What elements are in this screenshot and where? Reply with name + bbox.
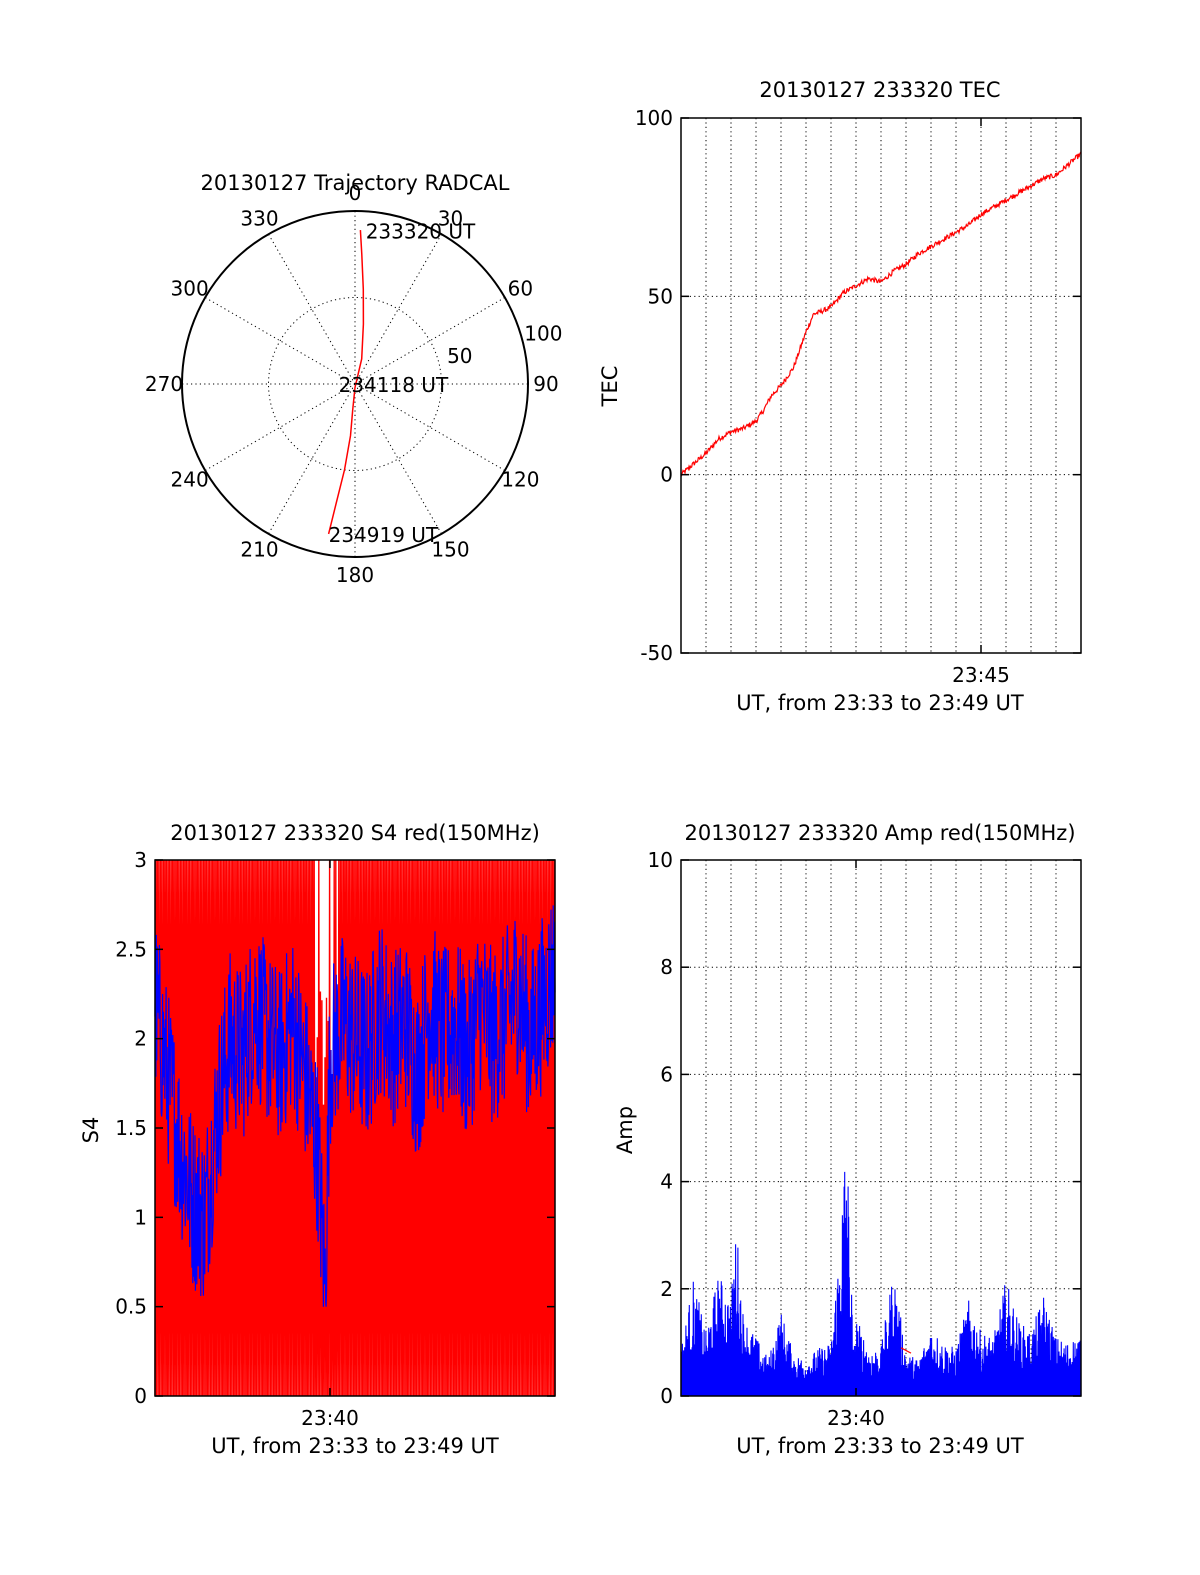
polar-radial-ring	[268, 297, 442, 471]
polar-time-annotation: 234919 UT	[329, 523, 439, 547]
y-tick-label: 10	[648, 848, 673, 872]
y-tick-label: 0	[660, 463, 673, 487]
s4-ticks: 0 0.5 1 1.5 2 2.5 3 23:40	[115, 848, 555, 1430]
polar-spoke	[204, 383, 356, 471]
tec-line	[680, 151, 1082, 477]
amp-xlabel: UT, from 23:33 to 23:49 UT	[736, 1434, 1024, 1458]
x-tick-label: 23:40	[301, 1406, 359, 1430]
tec-ylabel: TEC	[598, 366, 622, 408]
polar-radial-labels: 50 100	[447, 322, 562, 368]
polar-angle-label: 60	[508, 277, 533, 301]
polar-trajectory-line	[327, 230, 365, 535]
polar-grid	[181, 210, 529, 558]
polar-outer-circle	[181, 210, 529, 558]
polar-radial-label: 100	[524, 322, 562, 346]
y-tick-label: 2	[134, 1027, 147, 1051]
y-tick-label: 6	[660, 1062, 673, 1086]
amp-red-line	[900, 1347, 912, 1354]
tec-grid	[681, 118, 1081, 653]
tec-xlabel: UT, from 23:33 to 23:49 UT	[736, 691, 1024, 715]
polar-angle-label: 180	[336, 563, 374, 587]
polar-angle-label: 270	[145, 372, 183, 396]
amp-ticks: 0 2 4 6 8 10 23:40	[648, 848, 1081, 1430]
trajectory-panel: 20130127 Trajectory RADCAL 0 30 60 90 120 150…	[145, 171, 563, 587]
polar-angle-labels: 0 30 60 90 120 150 180 210 240 270 300 330	[145, 181, 559, 587]
amp-panel: 20130127 233320 Amp red(150MHz) 0 2 4 6 8 10 2…	[613, 821, 1082, 1458]
y-tick-label: 8	[660, 955, 673, 979]
y-tick-label: 0	[134, 1384, 147, 1408]
amp-title: 20130127 233320 Amp red(150MHz)	[684, 821, 1075, 845]
y-tick-label: -50	[640, 641, 673, 665]
polar-annotations: 233320 UT 234118 UT 234919 UT	[329, 219, 476, 547]
tec-panel: 20130127 233320 TEC -50 0 50 100 23:45 TEC U…	[598, 78, 1082, 715]
polar-spoke	[354, 383, 442, 535]
polar-spoke	[354, 233, 442, 385]
polar-angle-label: 240	[171, 468, 209, 492]
trajectory-title: 20130127 Trajectory RADCAL	[201, 171, 510, 195]
y-tick-label: 50	[648, 284, 673, 308]
polar-angle-label: 90	[533, 372, 558, 396]
s4-series	[154, 859, 556, 1397]
polar-time-annotation: 233320 UT	[366, 219, 476, 243]
y-tick-label: 2	[660, 1277, 673, 1301]
y-tick-label: 1.5	[115, 1116, 147, 1140]
y-tick-label: 3	[134, 848, 147, 872]
x-tick-label: 23:40	[827, 1406, 885, 1430]
amp-series	[680, 1171, 1082, 1397]
tec-series	[680, 151, 1082, 477]
polar-angle-label: 30	[438, 207, 463, 231]
y-tick-label: 0	[660, 1384, 673, 1408]
s4-blue-line	[154, 905, 556, 1307]
s4-panel: 20130127 233320 S4 red(150MHz) 0 0.5 1 1.5 2…	[79, 821, 556, 1458]
tec-plot-frame	[680, 117, 1082, 654]
polar-angle-label: 330	[240, 207, 278, 231]
tec-title: 20130127 233320 TEC	[759, 78, 1000, 102]
polar-angle-label: 300	[171, 277, 209, 301]
polar-spoke	[204, 297, 356, 385]
polar-angle-label: 210	[240, 537, 278, 561]
y-tick-label: 4	[660, 1170, 673, 1194]
polar-angle-label: 150	[431, 537, 469, 561]
y-tick-label: 100	[635, 106, 673, 130]
amp-plot-frame	[680, 859, 1082, 1397]
s4-title: 20130127 233320 S4 red(150MHz)	[170, 821, 540, 845]
amp-blue-line	[680, 1171, 1082, 1397]
y-tick-label: 0.5	[115, 1295, 147, 1319]
y-tick-label: 1	[134, 1205, 147, 1229]
tec-ticks: -50 0 50 100 23:45	[635, 106, 1081, 687]
y-tick-label: 2.5	[115, 937, 147, 961]
x-tick-label: 23:45	[952, 663, 1010, 687]
polar-trajectory-series	[327, 230, 365, 535]
s4-xlabel: UT, from 23:33 to 23:49 UT	[211, 1434, 499, 1458]
polar-angle-label: 120	[501, 468, 539, 492]
s4-ylabel: S4	[79, 1117, 103, 1144]
polar-radial-label: 50	[447, 344, 472, 368]
polar-angle-label: 0	[349, 181, 362, 205]
amp-grid	[681, 860, 1081, 1396]
polar-time-annotation: 234118 UT	[339, 373, 449, 397]
amp-ylabel: Amp	[613, 1106, 637, 1154]
